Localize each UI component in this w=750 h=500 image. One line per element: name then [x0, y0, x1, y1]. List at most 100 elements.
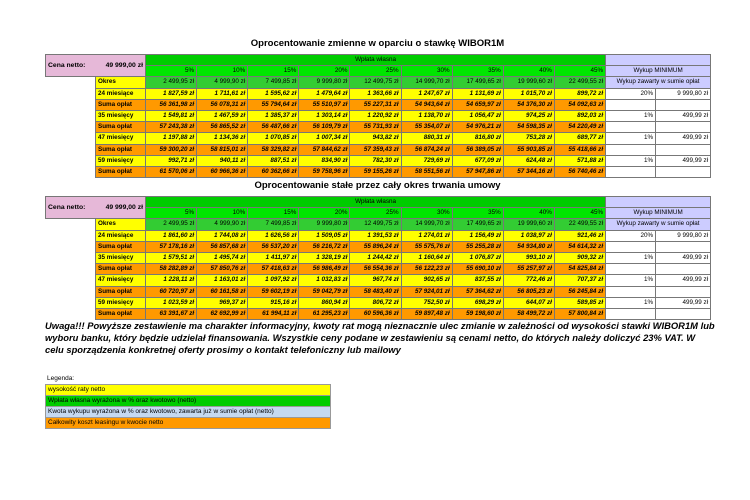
- total: 55 903,85 zł: [502, 143, 555, 156]
- total-label: Suma opłat: [95, 307, 146, 321]
- installment: 1 070,85 zł: [247, 132, 300, 145]
- price-value: 49 999,00 zł: [105, 203, 143, 211]
- installment: 1 595,62 zł: [247, 87, 300, 100]
- installment: 915,16 zł: [247, 296, 300, 309]
- total-row: Suma opłat 56 361,98 zł 56 078,31 zł 55 794…: [46, 98, 712, 111]
- period: 24 miesiące: [95, 229, 146, 242]
- total: 59 198,60 zł: [451, 307, 504, 321]
- total: 54 659,97 zł: [451, 98, 504, 111]
- installment: 698,29 zł: [451, 296, 504, 309]
- percent: 40%: [502, 65, 555, 78]
- down-payment: 2 499,95 zł: [144, 218, 198, 231]
- installment: 677,09 zł: [451, 154, 504, 167]
- legend: Legenda: wysokość raty netto Wpłata własna…: [45, 374, 331, 429]
- total-label: Suma opłat: [95, 263, 146, 276]
- installment: 1 134,36 zł: [196, 132, 249, 145]
- total: 58 282,89 zł: [144, 263, 198, 276]
- total: 55 255,28 zł: [451, 240, 504, 253]
- total: 58 499,72 zł: [502, 307, 555, 321]
- blank: [46, 219, 96, 230]
- installment: 644,07 zł: [502, 296, 555, 309]
- total: 54 934,80 zł: [502, 240, 555, 253]
- total: 57 178,16 zł: [144, 240, 198, 253]
- total: 54 220,49 zł: [553, 121, 607, 134]
- installment: 1 579,51 zł: [144, 251, 198, 265]
- percent: 45%: [553, 207, 607, 220]
- leasing-table: Cena netto: 49 999,00 zł Wpłata własna 5% 10…: [45, 53, 712, 179]
- installment: 1 076,87 zł: [451, 251, 504, 265]
- buyout-amount: 499,99 zł: [655, 296, 712, 309]
- blank: [655, 121, 712, 134]
- installment: 589,85 zł: [553, 296, 607, 309]
- total: 56 389,05 zł: [451, 143, 504, 156]
- down-payment: 4 999,90 zł: [196, 218, 249, 231]
- installment: 921,46 zł: [553, 229, 607, 242]
- total-label: Suma opłat: [95, 165, 146, 179]
- blank: [605, 285, 657, 298]
- blank: [46, 286, 96, 297]
- installment: 909,32 zł: [553, 251, 607, 265]
- total: 59 300,20 zł: [144, 143, 198, 156]
- installment: 1 479,64 zł: [298, 87, 351, 100]
- installment: 1 220,92 zł: [349, 109, 402, 123]
- total: 56 554,36 zł: [349, 263, 402, 276]
- buyout-amount: 499,99 zł: [655, 251, 712, 265]
- leasing-table: Cena netto: 49 999,00 zł Wpłata własna 5% 10…: [45, 195, 712, 321]
- total: 59 897,48 zł: [400, 307, 453, 321]
- installment: 1 385,37 zł: [247, 109, 300, 123]
- total: 55 896,24 zł: [349, 240, 402, 253]
- buyout-amount: 499,99 zł: [655, 154, 712, 167]
- total: 56 537,20 zł: [247, 240, 300, 253]
- blank: [46, 275, 96, 286]
- down-payment: 12 499,75 zł: [349, 76, 402, 89]
- total: 54 614,32 zł: [553, 240, 607, 253]
- period: 24 miesiące: [95, 87, 146, 100]
- installment: 834,90 zł: [298, 154, 351, 167]
- installment: 974,25 zł: [502, 109, 555, 123]
- legend-item: wysokość raty netto: [45, 384, 331, 396]
- buyout-pct: 1%: [605, 296, 657, 309]
- total: 56 805,23 zł: [502, 285, 555, 298]
- installment: 899,72 zł: [553, 87, 607, 100]
- down-payment: 9 999,80 zł: [298, 76, 351, 89]
- installment: 782,30 zł: [349, 154, 402, 167]
- installment-row: 24 miesiące 1 827,59 zł 1 711,61 zł 1 595,6…: [46, 87, 712, 100]
- installment-row: 59 miesięcy 1 023,59 zł 969,37 zł 915,16 zł…: [46, 296, 712, 309]
- down-payment: 17 499,65 zł: [451, 76, 504, 89]
- installment: 1 467,59 zł: [196, 109, 249, 123]
- total: 54 376,30 zł: [502, 98, 555, 111]
- blank: [46, 110, 96, 121]
- percent: 35%: [451, 207, 504, 220]
- blank: [605, 98, 657, 111]
- total: 61 295,23 zł: [298, 307, 351, 321]
- installment: 887,51 zł: [247, 154, 300, 167]
- total-label: Suma opłat: [95, 143, 146, 156]
- installment: 940,11 zł: [196, 154, 249, 167]
- percent: 15%: [247, 207, 300, 220]
- header-row: Cena netto: 49 999,00 zł Wpłata własna: [45, 195, 712, 220]
- blank: [46, 264, 96, 275]
- blank: [46, 144, 96, 155]
- percent: 40%: [502, 207, 555, 220]
- installment: 1 274,01 zł: [400, 229, 453, 242]
- buyout-amount: 499,99 zł: [655, 132, 712, 145]
- total-row: Suma opłat 59 300,20 zł 58 815,01 zł 58 329…: [46, 143, 712, 156]
- installment: 1 138,70 zł: [400, 109, 453, 123]
- installment: 1 247,67 zł: [400, 87, 453, 100]
- blank: [605, 240, 657, 253]
- total: 57 800,84 zł: [553, 307, 607, 321]
- blank: [655, 143, 712, 156]
- blank: [605, 165, 657, 179]
- total: 56 874,24 zł: [400, 143, 453, 156]
- installment-row: 35 miesięcy 1 549,81 zł 1 467,59 zł 1 385,3…: [46, 109, 712, 123]
- installment: 880,31 zł: [400, 132, 453, 145]
- down-payment: 7 499,85 zł: [247, 218, 300, 231]
- buyout-pct: 1%: [605, 109, 657, 123]
- buyout-amount: 9 999,80 zł: [655, 87, 712, 100]
- installment: 1 827,59 zł: [144, 87, 198, 100]
- total: 63 391,67 zł: [144, 307, 198, 321]
- installment: 1 411,97 zł: [247, 251, 300, 265]
- legend-item: Całkowity koszt leasingu w kwocie netto: [45, 418, 331, 429]
- legend-item: Kwota wykupu wyrażona w % oraz kwotowo, …: [45, 407, 331, 418]
- total: 60 596,36 zł: [349, 307, 402, 321]
